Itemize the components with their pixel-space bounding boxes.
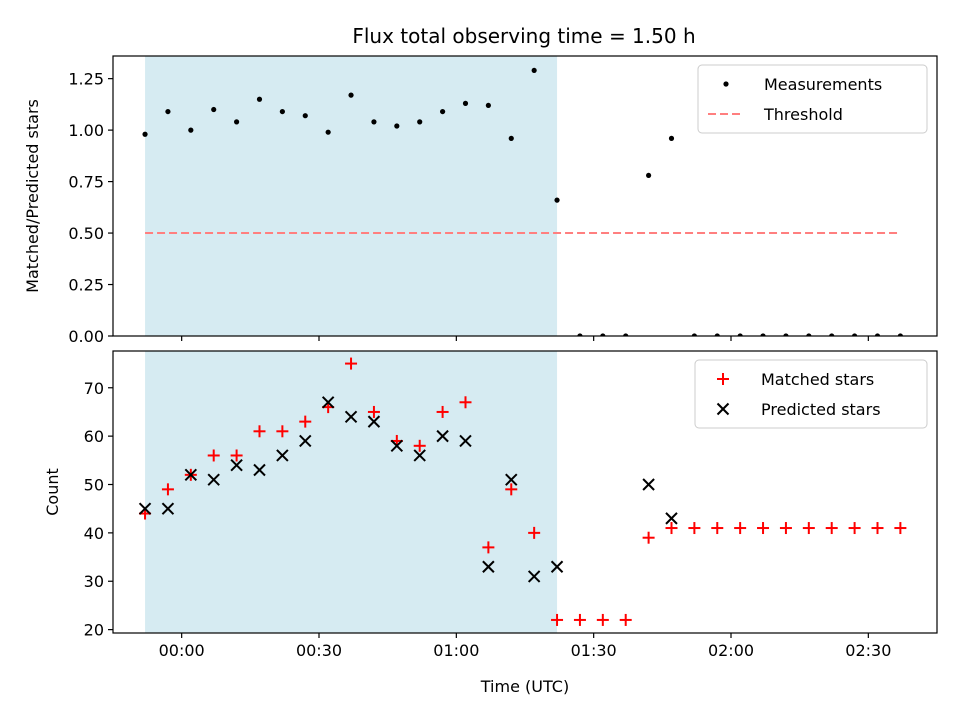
measurement-point (211, 107, 216, 112)
matched-stars-point (711, 522, 723, 534)
measurement-point (509, 136, 514, 141)
measurement-point (165, 109, 170, 114)
x-tick-label: 02:00 (708, 641, 754, 660)
measurement-point (554, 198, 559, 203)
matched-stars-point (780, 522, 792, 534)
matched-stars-point (643, 532, 655, 544)
y-tick-label: 60 (84, 427, 104, 446)
y-tick-label: 0.00 (68, 327, 104, 346)
y-axis-label: Count (43, 468, 62, 516)
x-tick-label: 02:30 (845, 641, 891, 660)
legend-marker (723, 81, 728, 86)
matched-stars-point (574, 614, 586, 626)
matched-stars-point (871, 522, 883, 534)
measurement-point (394, 123, 399, 128)
legend-label: Matched stars (761, 370, 874, 389)
figure: Flux total observing time = 1.50 h 0.000… (0, 0, 960, 720)
legend: Matched stars Predicted stars (695, 360, 927, 428)
x-tick-label: 00:00 (159, 641, 205, 660)
matched-stars-point (803, 522, 815, 534)
y-tick-label: 1.00 (68, 121, 104, 140)
matched-stars-point (734, 522, 746, 534)
matched-stars-point (597, 614, 609, 626)
matched-stars-point (757, 522, 769, 534)
measurement-point (440, 109, 445, 114)
y-tick-label: 20 (84, 621, 104, 640)
chart-title: Flux total observing time = 1.50 h (352, 24, 695, 48)
measurement-point (326, 130, 331, 135)
legend: Measurements Threshold (698, 65, 927, 133)
measurement-point (303, 113, 308, 118)
legend-label: Predicted stars (761, 400, 881, 419)
x-tick-label: 00:30 (296, 641, 342, 660)
matched-stars-point (849, 522, 861, 534)
matched-stars-point (826, 522, 838, 534)
measurement-point (257, 97, 262, 102)
measurement-point (646, 173, 651, 178)
y-tick-label: 50 (84, 476, 104, 495)
matched-stars-point (620, 614, 632, 626)
measurement-point (669, 136, 674, 141)
matched-stars-point (688, 522, 700, 534)
x-tick-label: 01:00 (433, 641, 479, 660)
y-tick-label: 30 (84, 572, 104, 591)
top-panel: 0.00 0.25 0.50 0.75 1.00 1.25 Matched/Predicte… (23, 56, 937, 346)
x-axis-label: Time (UTC) (480, 677, 569, 696)
measurement-point (417, 119, 422, 124)
y-axis-label: Matched/Predicted stars (23, 99, 42, 293)
predicted-stars-point (643, 479, 654, 490)
measurement-point (532, 68, 537, 73)
measurement-point (348, 93, 353, 98)
y-tick-label: 1.25 (68, 70, 104, 89)
matched-stars-point (894, 522, 906, 534)
shaded-region (145, 351, 557, 633)
bottom-panel: 20 30 40 50 60 70 00:00 00:30 01:00 01:30 02:00 02:… (43, 351, 937, 696)
y-tick-label: 40 (84, 524, 104, 543)
measurement-point (234, 119, 239, 124)
legend-label: Measurements (764, 75, 882, 94)
y-tick-label: 0.75 (68, 173, 104, 192)
legend-label: Threshold (763, 105, 843, 124)
measurement-point (280, 109, 285, 114)
y-tick-label: 0.25 (68, 276, 104, 295)
measurement-point (486, 103, 491, 108)
measurement-point (188, 128, 193, 133)
measurement-point (371, 119, 376, 124)
x-tick-label: 01:30 (571, 641, 617, 660)
y-tick-label: 70 (84, 379, 104, 398)
measurement-point (463, 101, 468, 106)
measurement-point (142, 132, 147, 137)
y-tick-label: 0.50 (68, 224, 104, 243)
shaded-region (145, 56, 557, 336)
